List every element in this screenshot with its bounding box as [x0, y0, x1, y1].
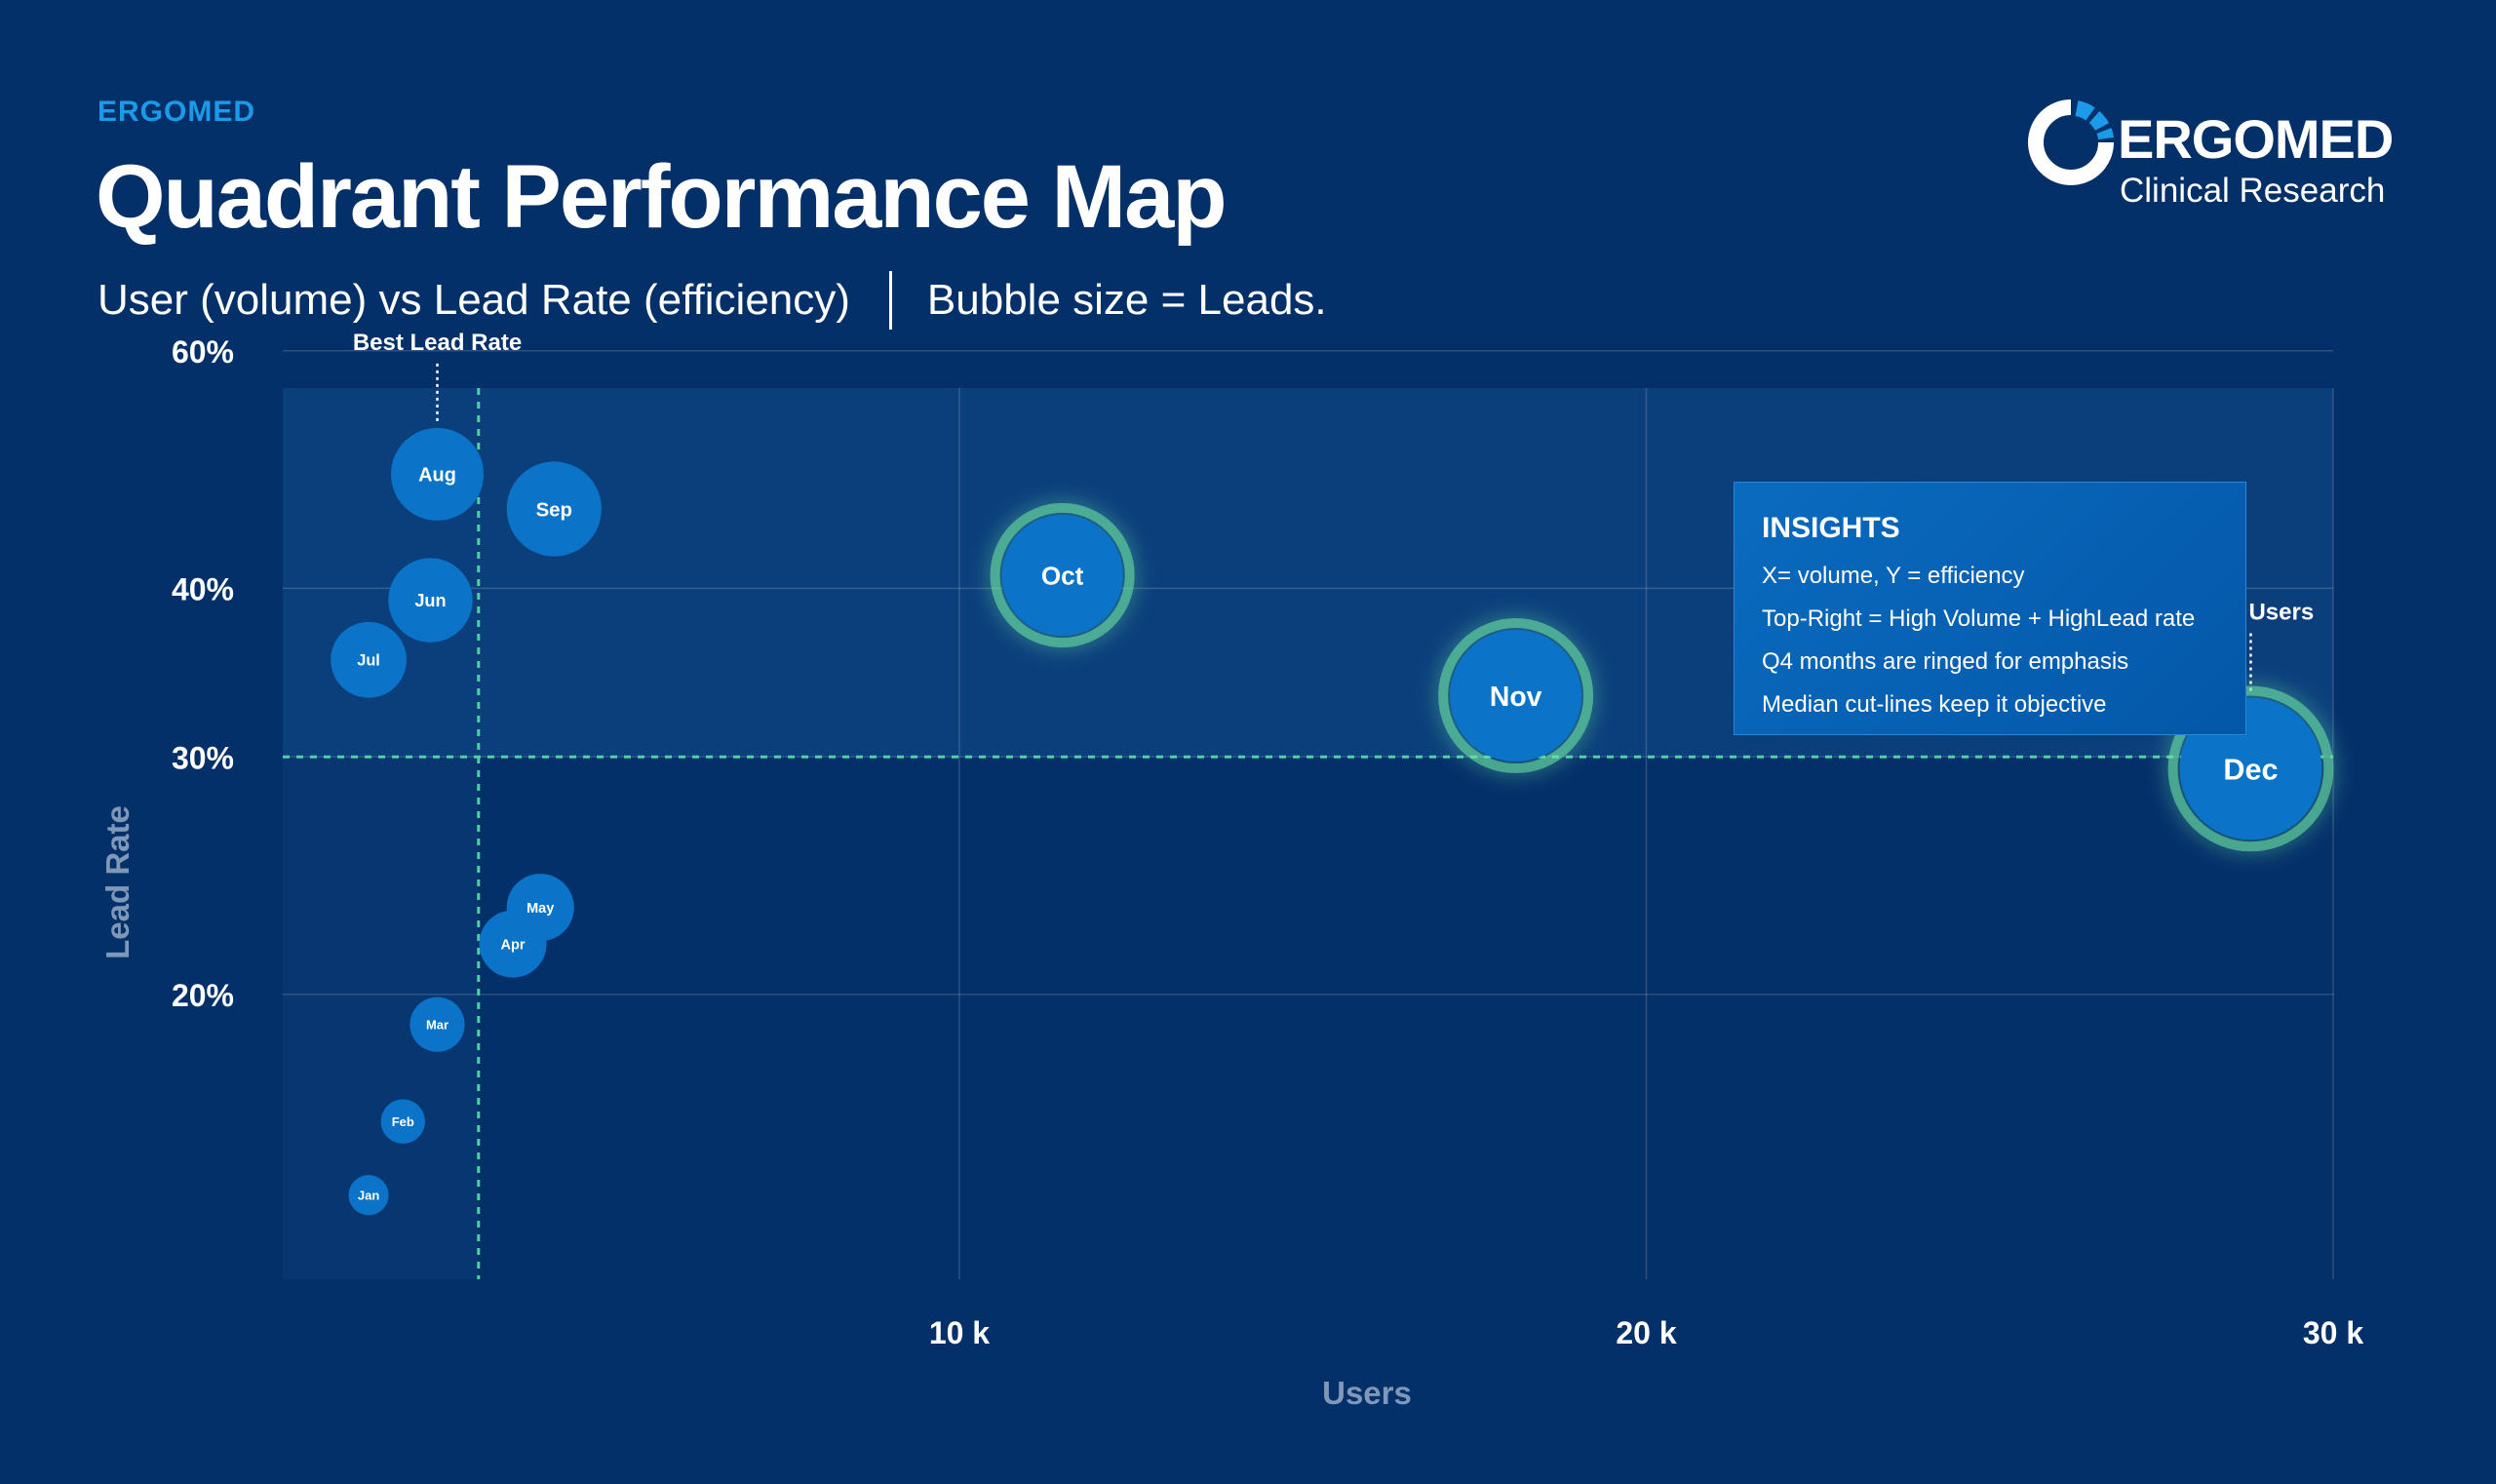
logo-tagline: Clinical Research [2120, 172, 2386, 210]
y-tick-label: 60% [172, 334, 234, 370]
x-tick-label: 20 k [1616, 1315, 1676, 1350]
bubble-label: Jan [358, 1188, 379, 1202]
bubble-aug: Aug [390, 427, 485, 521]
page-title: Quadrant Performance Map [96, 147, 1228, 247]
y-tick-label: 20% [172, 978, 234, 1013]
insights-line: Q4 months are ringed for emphasis [1762, 648, 2129, 675]
bubble-sep: Sep [506, 461, 602, 557]
bubble-circle [380, 1099, 425, 1144]
bubble-circle [348, 1175, 389, 1216]
bubble-feb: Feb [380, 1099, 425, 1144]
bubble-jul: Jul [331, 621, 407, 698]
bubble-nov: Nov [1438, 618, 1594, 774]
bubble-label: Dec [2223, 753, 2278, 786]
bubble-circle [1001, 514, 1123, 637]
bubble-may: May [506, 874, 574, 942]
bubble-label: May [526, 901, 554, 917]
logo-brand-text: ERGOMED [2118, 108, 2394, 170]
bubble-glow-ring [990, 502, 1135, 648]
subtitle-divider [888, 271, 892, 330]
bubble-jun: Jun [388, 558, 473, 643]
bubble-label: Apr [501, 937, 526, 953]
bubble-label: Aug [418, 465, 456, 487]
x-tick-label: 10 k [929, 1315, 990, 1350]
insights-title: INSIGHTS [1762, 512, 1900, 544]
bubble-circle [506, 874, 574, 942]
bubble-circle [331, 621, 407, 698]
bubble-jan: Jan [348, 1175, 389, 1216]
bubble-label: Sep [536, 499, 572, 521]
subtitle-right: Bubble size = Leads. [926, 276, 1327, 324]
x-tick-label: 30 k [2303, 1315, 2363, 1350]
insights-line: Top-Right = High Volume + HighLead rate [1762, 605, 2196, 632]
y-tick-label: 40% [172, 571, 234, 606]
bubble-circle [506, 461, 602, 557]
insights-line: Median cut-lines keep it objective [1762, 691, 2107, 718]
bubble-label: Mar [426, 1017, 448, 1032]
ergomed-logo-icon [2028, 99, 2114, 185]
annotation-label: Best Lead Rate [353, 330, 522, 356]
eyebrow-brand: ERGOMED [98, 96, 256, 128]
bubble-circle [388, 558, 473, 643]
bubble-label: Jun [414, 591, 446, 610]
insights-panel: INSIGHTS X= volume, Y = efficiency Top-R… [1734, 482, 2246, 735]
x-axis-label: Users [1322, 1375, 1412, 1411]
bubble-label: Nov [1490, 682, 1542, 713]
bubble-label: Feb [392, 1114, 414, 1129]
bubble-oct: Oct [990, 502, 1135, 648]
bubble-circle [410, 996, 465, 1052]
bubble-mar: Mar [410, 996, 465, 1052]
y-tick-label: 30% [172, 740, 234, 775]
bubble-label: Jul [357, 652, 380, 670]
subtitle-left: User (volume) vs Lead Rate (efficiency) [98, 276, 850, 324]
y-axis-label: Lead Rate [99, 805, 136, 959]
subtitle: User (volume) vs Lead Rate (efficiency) … [98, 271, 1327, 330]
bubble-circle [1450, 630, 1582, 762]
bubble-label: Oct [1041, 561, 1084, 590]
insights-line: X= volume, Y = efficiency [1762, 563, 2025, 589]
company-logo: ERGOMED Clinical Research [2026, 98, 2416, 215]
bubble-glow-ring [1438, 618, 1594, 774]
bubble-glow-ring [2167, 685, 2334, 852]
bubble-circle [390, 427, 485, 521]
